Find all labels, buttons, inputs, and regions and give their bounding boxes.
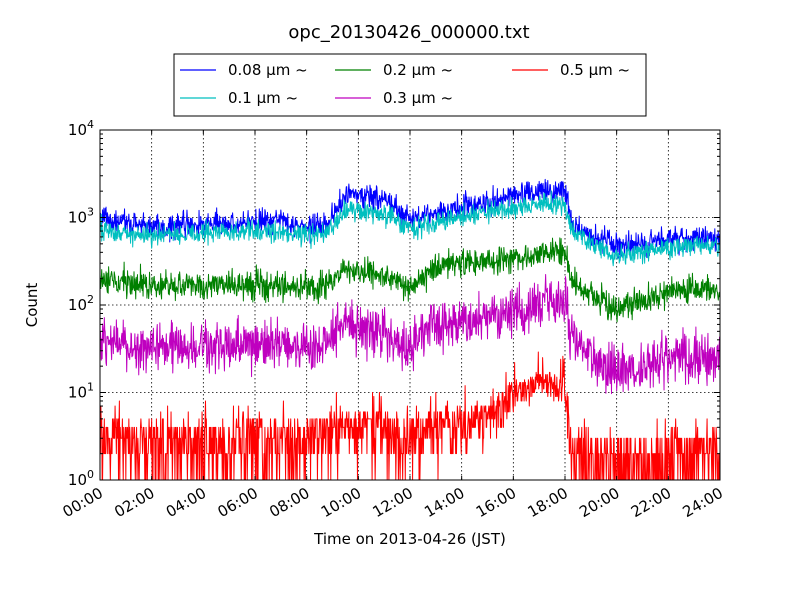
y-tick-label-base: 10 (68, 471, 87, 489)
legend-label: 0.5 μm ~ (560, 61, 630, 79)
legend-label: 0.08 μm ~ (228, 61, 308, 79)
x-axis-label: Time on 2013-04-26 (JST) (313, 530, 506, 548)
y-tick-label-base: 10 (68, 384, 87, 402)
y-tick-label-exponent: 4 (87, 118, 94, 131)
y-tick-label-exponent: 3 (87, 206, 94, 219)
y-tick-label: 101 (68, 381, 94, 402)
series-line (99, 178, 721, 259)
series-line (99, 273, 721, 395)
y-tick-label-base: 10 (68, 121, 87, 139)
legend-label: 0.1 μm ~ (228, 89, 298, 107)
gridlines (100, 130, 720, 480)
y-tick-label-base: 10 (68, 209, 87, 227)
legend: 0.08 μm ~ 0.1 μm ~ 0.2 μm ~ 0.3 μm ~ 0.5 μm … (173, 53, 647, 117)
y-tick-label-exponent: 1 (87, 381, 94, 394)
y-tick-label: 104 (68, 118, 94, 139)
series-line (99, 237, 721, 323)
legend-label: 0.2 μm ~ (383, 61, 453, 79)
y-tick-label-exponent: 2 (87, 293, 94, 306)
y-tick-label: 103 (68, 206, 94, 227)
chart-title: opc_20130426_000000.txt (288, 22, 529, 43)
legend-label: 0.3 μm ~ (383, 89, 453, 107)
y-tick-label-base: 10 (68, 296, 87, 314)
legend-box (173, 53, 647, 117)
y-tick-label: 100 (68, 468, 94, 489)
legend-items: 0.08 μm ~ 0.1 μm ~ 0.2 μm ~ 0.3 μm ~ 0.5 μm … (180, 61, 630, 107)
series-line (99, 190, 721, 267)
axis-ticks (99, 129, 721, 481)
y-tick-label: 102 (68, 293, 94, 314)
y-axis-label: Count (23, 283, 41, 328)
y-tick-label-exponent: 0 (87, 468, 94, 481)
